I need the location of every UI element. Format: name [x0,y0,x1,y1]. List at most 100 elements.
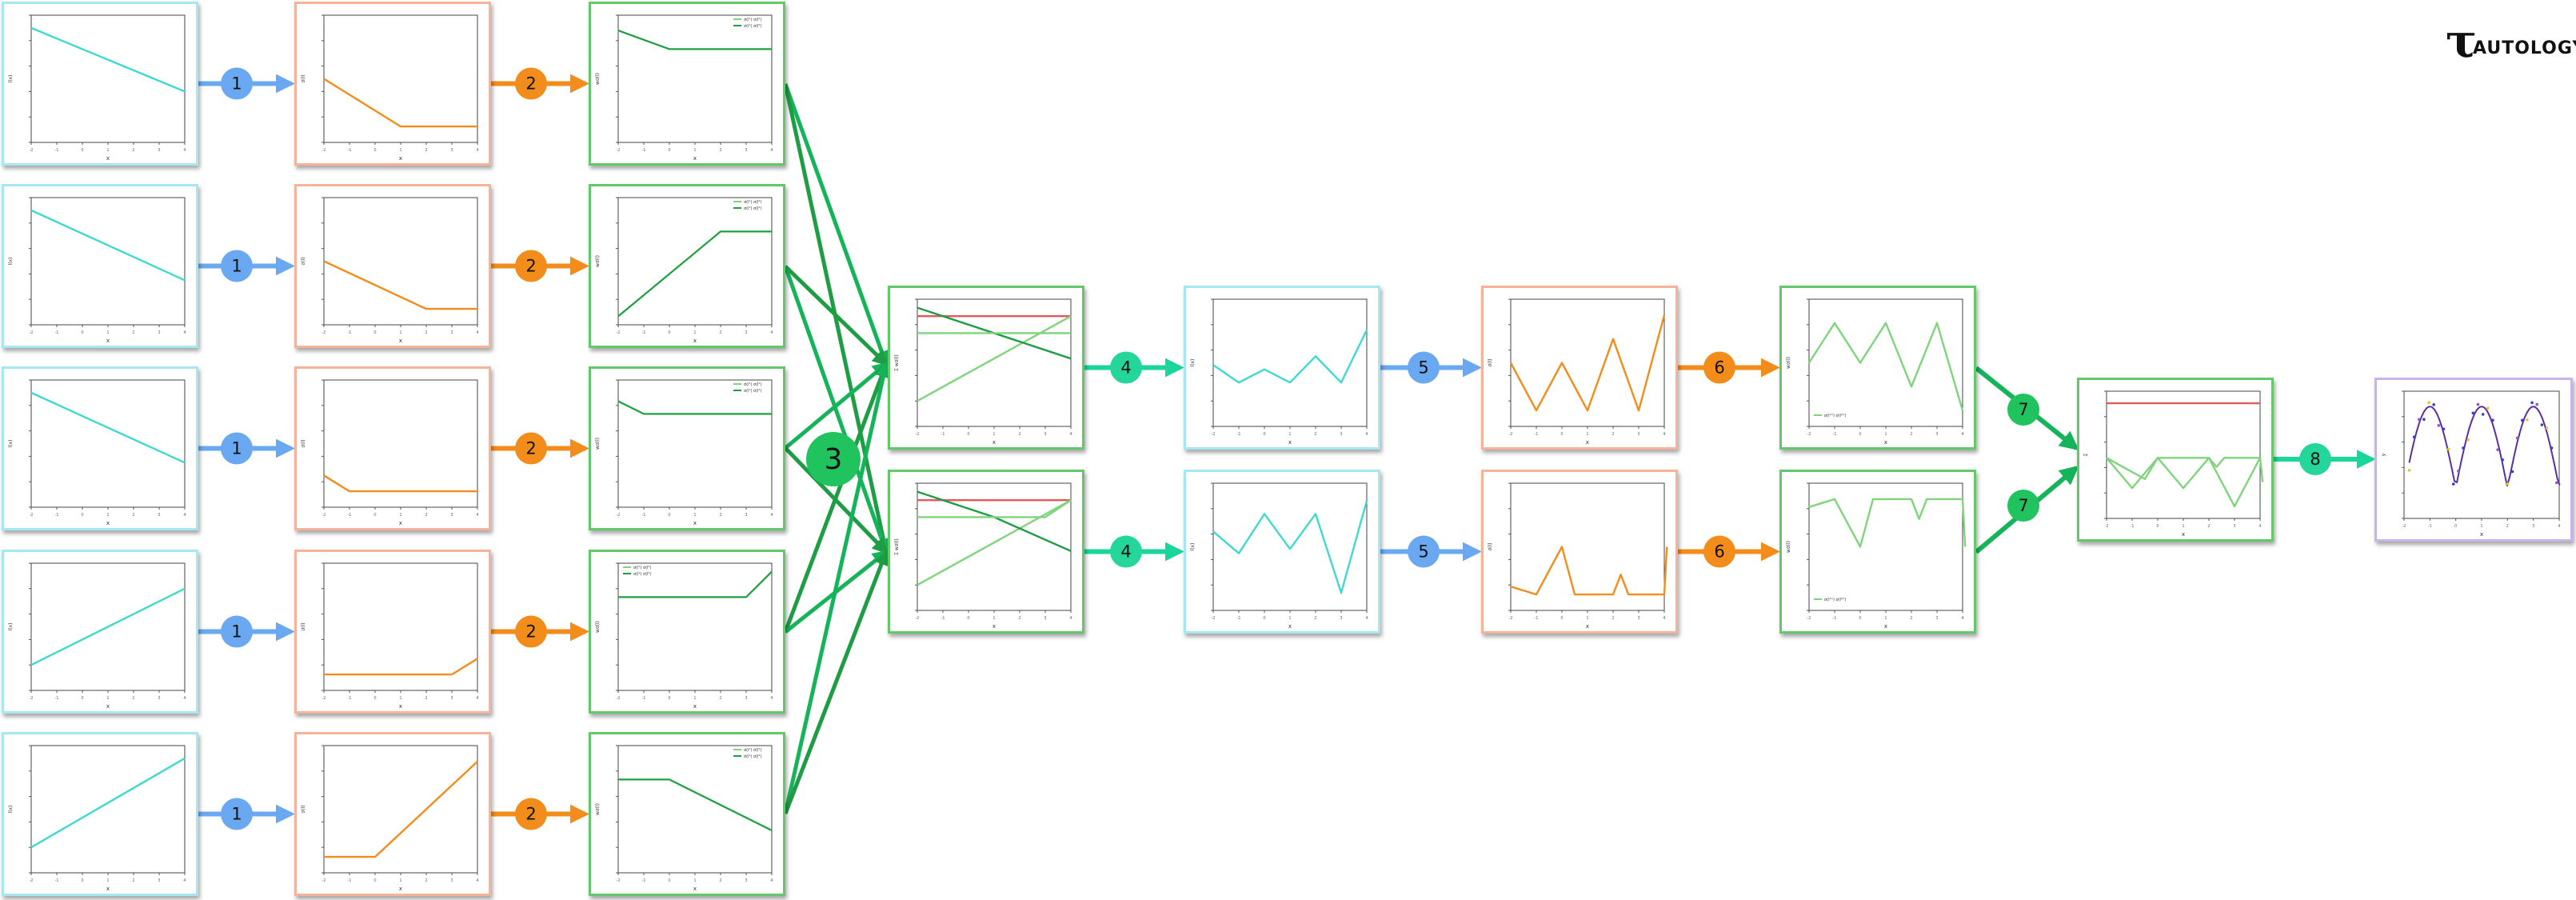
linear-plot-5: -2 -1 0 1 2 3 4 x l(x) [2,732,198,896]
x-tick-label: 1 [693,330,696,335]
x-tick-label: 3 [158,878,160,883]
neg-line [1807,322,1964,411]
relu-plot-1: -2 -1 0 1 2 3 4 x σ(l) [294,2,491,166]
abs-plot-2: -2 -1 0 1 2 3 4 x σ(l) [1481,470,1678,634]
x-tick-label: 1 [106,330,109,335]
x-tick-label: 2 [132,330,134,335]
output-plot-plot: -2 -1 0 1 2 3 4 x y [2381,390,2561,538]
x-tick-label: -2 [30,878,34,883]
relu-plot-3-plot: -2 -1 0 1 2 3 4 x σ(l) [301,379,479,526]
y-axis-label: l(x) [1190,359,1196,367]
step-2-badge-row1-number: 2 [525,74,536,94]
x-tick-label: 4 [1663,616,1665,621]
x-tick-label: 1 [1288,616,1291,621]
x-tick-label: 1 [693,148,696,153]
x-tick-label: 1 [693,878,696,883]
x-tick-label: 2 [719,696,721,701]
step-2-badge-row1: 2 [515,67,547,100]
x-tick-label: -2 [322,513,326,518]
combined-line [917,315,1072,402]
step-6-badge-1-number: 6 [1714,358,1724,378]
zigzag-line [1212,500,1368,594]
x-tick-label: -1 [55,513,59,518]
y-axis-label: Σ [2083,453,2089,456]
x-tick-label: 2 [132,878,134,883]
step-6-badge-1-circle [1703,351,1735,384]
sum-line-a [2106,457,2262,508]
fan-arrow-bottom-5 [783,549,889,814]
step-1-badge-row4: 1 [221,615,253,648]
y-axis-label: y [2381,453,2386,456]
weighted-line-b [617,400,772,415]
x-axis-label: x [1586,623,1589,630]
step-7-badge-top-number: 7 [2018,400,2028,419]
x-tick-label: 3 [745,878,747,883]
x-tick-label: 0 [1859,432,1861,437]
neg-line [1808,498,1967,548]
legend-entry: σ(l⁽¹⁾) σ(l⁽²⁾) [1824,598,1846,602]
scatter-point [2451,482,2455,486]
scatter-point [2545,426,2549,430]
step-1-badge-row2: 1 [221,250,253,282]
step-3-badge-number: 3 [825,443,843,476]
x-axis-label: x [399,886,402,892]
y-axis-label: Σ wσ(l) [894,354,900,371]
legend-entry: σ(l¹) σ(l²) [744,24,762,29]
x-tick-label: 2 [132,148,134,153]
x-tick-label: 2 [1314,432,1316,437]
linear-plot-5-plot: -2 -1 0 1 2 3 4 x l(x) [8,745,186,892]
x-axis-label: x [693,886,697,892]
axes-frame [30,379,186,508]
step-1-badge-row3: 1 [221,432,253,465]
step-2-badge-row1-circle [515,67,547,100]
step-2-badge-row5-circle [515,798,547,830]
x-tick-label: 0 [668,696,670,701]
linear-line [30,587,186,666]
scatter-point [2501,458,2504,462]
x-tick-label: 4 [770,330,773,335]
fan-arrow-bottom-1 [783,83,892,555]
step-4-badge-2-circle [1110,535,1142,568]
axes-frame [917,298,1072,427]
relu-plot-2: -2 -1 0 1 2 3 4 x σ(l) [294,184,491,348]
step-2-badge-row4: 2 [515,615,547,648]
weighted-plot-5-plot: -2 -1 0 1 2 3 4 x wσ(l) σ(l¹) σ(l²)σ(l¹) σ(l²) [595,745,773,892]
step-5-badge-2: 5 [1408,535,1440,568]
x-tick-label: 1 [693,513,696,518]
weighted-plot-3: -2 -1 0 1 2 3 4 x wσ(l) σ(l¹) σ(l²) σ(l¹) σ(l²) [589,366,785,530]
combined-line [917,499,1072,518]
relu-plot-4: -2 -1 0 1 2 3 4 x σ(l) [294,550,491,714]
x-tick-label: 3 [2233,524,2235,529]
x-tick-label: 4 [1069,432,1072,437]
x-tick-label: 2 [425,330,427,335]
x-tick-label: -1 [1833,432,1837,437]
step-8-badge-circle [2299,443,2331,475]
abs-line [1509,314,1666,412]
x-tick-label: 3 [158,330,160,335]
relu-plot-5: -2 -1 0 1 2 3 4 x σ(l) [294,732,491,896]
axes-frame [1212,482,1368,611]
x-tick-label: 0 [2156,524,2159,529]
x-tick-label: 2 [1910,616,1912,621]
step-8-badge: 8 [2299,443,2331,475]
x-tick-label: -1 [55,696,59,701]
step-2-badge-row3: 2 [515,432,547,465]
x-tick-label: 4 [770,148,773,153]
combined-plot-1-plot: -2 -1 0 1 2 3 4 x Σ wσ(l) [894,298,1072,446]
scatter-point [2422,418,2426,421]
legend: σ(l¹) σ(l²)σ(l¹) σ(l²) [733,200,762,211]
x-axis-label: x [992,623,996,630]
x-tick-label: 2 [1910,432,1912,437]
x-tick-label: 1 [106,878,109,883]
abs-plot-1: -2 -1 0 1 2 3 4 x σ(l) [1481,286,1678,450]
x-tick-label: 3 [2532,524,2534,529]
x-tick-label: 4 [2258,524,2261,529]
x-tick-label: 4 [183,513,186,518]
x-tick-label: 1 [1288,432,1291,437]
x-axis-label: x [1288,623,1292,630]
output-plot: -2 -1 0 1 2 3 4 x y [2374,378,2573,542]
x-tick-label: 2 [719,513,721,518]
x-tick-label: -2 [2105,524,2109,529]
x-tick-label: 2 [1018,432,1020,437]
x-tick-label: 4 [183,696,186,701]
